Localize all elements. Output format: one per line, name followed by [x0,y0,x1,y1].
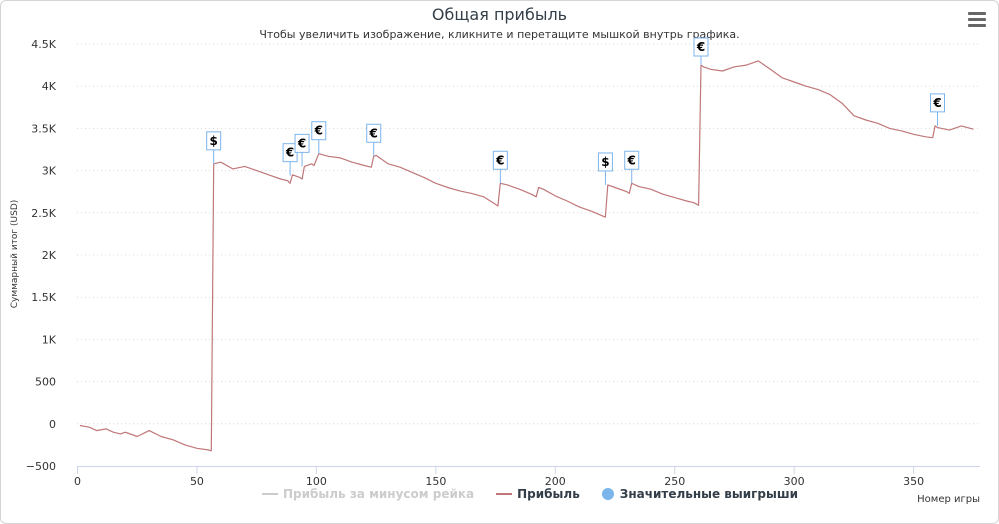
y-tick-label: 1.5K [31,291,56,304]
flag-box [492,150,508,170]
series-layer [79,60,974,452]
x-tick-label: 250 [664,475,685,488]
big-win-flag: € [366,123,382,157]
flag-label: € [495,153,504,167]
chart-subtitle: Чтобы увеличить изображение, кликните и … [259,28,740,41]
y-tick-label: 500 [35,376,56,389]
y-tick-label: 2K [42,249,57,262]
flag-box [930,93,945,113]
y-tick-label: 2.5K [31,207,56,220]
x-tick-label: 300 [784,475,805,488]
flag-box [597,152,613,172]
flag-label: € [314,124,323,138]
series-line-profit [79,60,974,452]
y-axis-tick-labels: −500 0 500 1K 1.5K 2K 2.5K 3K 3.5K 4K 4.5K [26,38,57,473]
x-axis [77,466,980,474]
x-axis-title: Номер игры [917,494,980,505]
legend-line-icon [496,493,513,495]
y-tick-label: 4K [42,80,57,93]
y-tick-label: 3K [42,165,57,178]
legend-item-net-profit[interactable]: Прибыль за минусом рейка [262,487,474,501]
flag-box [311,121,327,141]
flag-box [693,37,709,57]
y-tick-label: −500 [26,460,56,473]
hamburger-menu-icon[interactable] [968,12,986,28]
big-win-flag: $ [597,152,613,185]
big-win-flag: € [693,37,709,66]
legend-item-big-wins[interactable]: Значительные выигрыши [601,487,799,501]
x-tick-label: 0 [74,475,81,488]
x-tick-label: 200 [545,475,566,488]
legend-item-profit[interactable]: Прибыль [496,487,580,501]
legend-line-icon [262,493,278,495]
big-win-flags: $€€€ €€ $ €€€ [206,37,945,185]
big-win-flag: € [311,121,327,154]
big-win-flag: € [492,150,508,184]
y-axis-title: Суммарный итог (USD) [10,200,20,309]
grid-lines [77,43,980,425]
big-win-flag: $ [206,131,222,164]
flag-label: € [627,153,636,167]
flag-label: € [932,96,941,110]
flag-label: $ [601,155,609,169]
chart-title: Общая прибыль [431,5,568,24]
legend-label: Прибыль за минусом рейка [283,487,475,501]
big-win-flag: € [930,93,945,126]
legend-label: Значительные выигрыши [619,487,799,501]
y-tick-label: 0 [49,418,56,431]
y-tick-label: 3.5K [31,122,56,135]
flag-box [366,123,382,143]
chart-legend: Прибыль за минусом рейка Прибыль Значите… [262,487,820,501]
flag-box [206,131,222,151]
flag-box [294,133,310,153]
x-tick-label: 150 [425,475,446,488]
flag-label: € [696,40,705,54]
flag-label: $ [209,134,217,148]
legend-dot-icon [601,488,614,500]
x-tick-label: 50 [190,475,204,488]
flag-label: € [297,136,306,150]
big-win-flag: € [624,150,640,184]
x-axis-tick-labels: 0 50 100 150 200 250 300 350 [74,475,924,488]
legend-label: Прибыль [517,487,580,501]
flag-label: € [285,146,294,160]
big-win-flag: € [294,133,310,167]
y-tick-label: 4.5K [31,38,56,51]
x-tick-label: 350 [903,475,924,488]
flag-box [624,150,640,170]
x-tick-label: 100 [306,475,327,488]
y-tick-label: 1K [42,333,57,346]
flag-label: € [369,126,378,140]
